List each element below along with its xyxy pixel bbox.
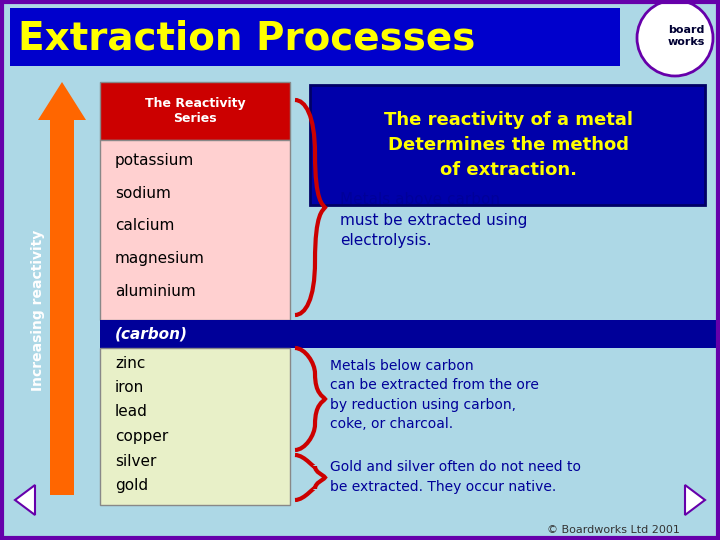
Polygon shape xyxy=(38,82,86,120)
FancyBboxPatch shape xyxy=(100,320,720,348)
Text: copper: copper xyxy=(115,429,168,444)
Text: Gold and silver often do not need to
be extracted. They occur native.: Gold and silver often do not need to be … xyxy=(330,460,581,494)
Text: Metals below carbon
can be extracted from the ore
by reduction using carbon,
cok: Metals below carbon can be extracted fro… xyxy=(330,359,539,431)
Text: ...: ... xyxy=(693,31,705,44)
Text: aluminium: aluminium xyxy=(115,285,196,300)
Text: iron: iron xyxy=(115,380,144,395)
Circle shape xyxy=(637,0,713,76)
Text: works: works xyxy=(668,37,706,47)
Text: lead: lead xyxy=(115,404,148,420)
Text: Extraction Processes: Extraction Processes xyxy=(18,19,475,57)
Text: magnesium: magnesium xyxy=(115,252,205,267)
Text: board: board xyxy=(668,25,704,35)
Polygon shape xyxy=(50,120,74,495)
Text: Increasing reactivity: Increasing reactivity xyxy=(31,230,45,390)
Text: potassium: potassium xyxy=(115,152,194,167)
Text: sodium: sodium xyxy=(115,186,171,200)
Text: gold: gold xyxy=(115,478,148,493)
Text: silver: silver xyxy=(115,454,156,469)
Polygon shape xyxy=(685,485,705,515)
FancyBboxPatch shape xyxy=(100,348,290,505)
Text: © Boardworks Ltd 2001: © Boardworks Ltd 2001 xyxy=(547,525,680,535)
Text: zinc: zinc xyxy=(115,355,145,370)
FancyBboxPatch shape xyxy=(10,8,620,66)
FancyBboxPatch shape xyxy=(100,140,290,320)
Polygon shape xyxy=(15,485,35,515)
Text: Metals above carbon
must be extracted using
electrolysis.: Metals above carbon must be extracted us… xyxy=(340,192,527,248)
Text: The Reactivity
Series: The Reactivity Series xyxy=(145,97,246,125)
Text: calcium: calcium xyxy=(115,219,174,233)
Text: The reactivity of a metal
Determines the method
of extraction.: The reactivity of a metal Determines the… xyxy=(384,111,632,179)
FancyBboxPatch shape xyxy=(100,82,290,140)
Text: (carbon): (carbon) xyxy=(115,327,188,341)
FancyBboxPatch shape xyxy=(310,85,705,205)
